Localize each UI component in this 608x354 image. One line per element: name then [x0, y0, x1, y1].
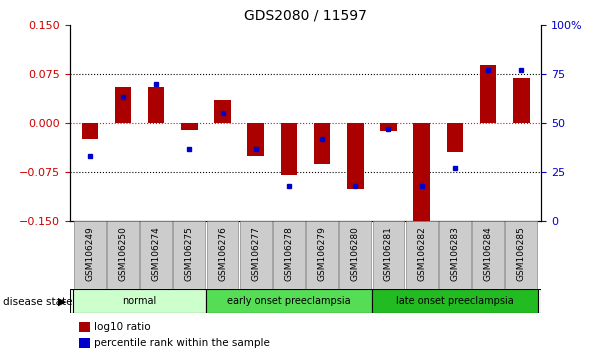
Bar — [413, 123, 430, 224]
FancyBboxPatch shape — [206, 289, 372, 313]
Bar — [281, 123, 297, 175]
Bar — [79, 338, 90, 348]
Text: ▶: ▶ — [58, 297, 67, 307]
Text: GSM106249: GSM106249 — [85, 226, 94, 281]
FancyBboxPatch shape — [339, 221, 371, 289]
FancyBboxPatch shape — [107, 221, 139, 289]
FancyBboxPatch shape — [273, 221, 305, 289]
Text: GSM106281: GSM106281 — [384, 226, 393, 281]
Text: GSM106285: GSM106285 — [517, 226, 526, 281]
FancyBboxPatch shape — [74, 221, 106, 289]
FancyBboxPatch shape — [173, 221, 206, 289]
FancyBboxPatch shape — [472, 221, 504, 289]
Text: GSM106284: GSM106284 — [483, 226, 492, 281]
Text: GSM106280: GSM106280 — [351, 226, 360, 281]
Bar — [380, 123, 397, 131]
FancyBboxPatch shape — [240, 221, 272, 289]
FancyBboxPatch shape — [439, 221, 471, 289]
Text: GSM106277: GSM106277 — [251, 226, 260, 281]
Bar — [181, 123, 198, 130]
FancyBboxPatch shape — [372, 289, 538, 313]
Title: GDS2080 / 11597: GDS2080 / 11597 — [244, 8, 367, 22]
Bar — [446, 123, 463, 153]
FancyBboxPatch shape — [306, 221, 338, 289]
Bar — [247, 123, 264, 156]
Text: GSM106283: GSM106283 — [451, 226, 459, 281]
Text: late onset preeclampsia: late onset preeclampsia — [396, 296, 514, 306]
FancyBboxPatch shape — [73, 289, 206, 313]
Bar — [480, 65, 496, 123]
Bar — [79, 322, 90, 332]
Bar — [347, 123, 364, 188]
Text: GSM106274: GSM106274 — [152, 226, 161, 281]
Bar — [214, 100, 231, 123]
Text: GSM106250: GSM106250 — [119, 226, 128, 281]
Bar — [513, 79, 530, 123]
Text: percentile rank within the sample: percentile rank within the sample — [94, 338, 271, 348]
FancyBboxPatch shape — [70, 289, 541, 313]
Text: GSM106276: GSM106276 — [218, 226, 227, 281]
FancyBboxPatch shape — [373, 221, 404, 289]
Bar — [81, 123, 98, 139]
Text: GSM106279: GSM106279 — [317, 226, 326, 281]
Text: GSM106282: GSM106282 — [417, 226, 426, 281]
FancyBboxPatch shape — [207, 221, 238, 289]
Text: normal: normal — [122, 296, 157, 306]
Text: disease state: disease state — [3, 297, 72, 307]
Text: log10 ratio: log10 ratio — [94, 322, 151, 332]
FancyBboxPatch shape — [140, 221, 172, 289]
Bar — [115, 87, 131, 123]
FancyBboxPatch shape — [505, 221, 537, 289]
Text: GSM106275: GSM106275 — [185, 226, 194, 281]
Bar — [148, 87, 165, 123]
Text: early onset preeclampsia: early onset preeclampsia — [227, 296, 351, 306]
FancyBboxPatch shape — [406, 221, 438, 289]
Bar — [314, 123, 330, 164]
Text: GSM106278: GSM106278 — [285, 226, 294, 281]
